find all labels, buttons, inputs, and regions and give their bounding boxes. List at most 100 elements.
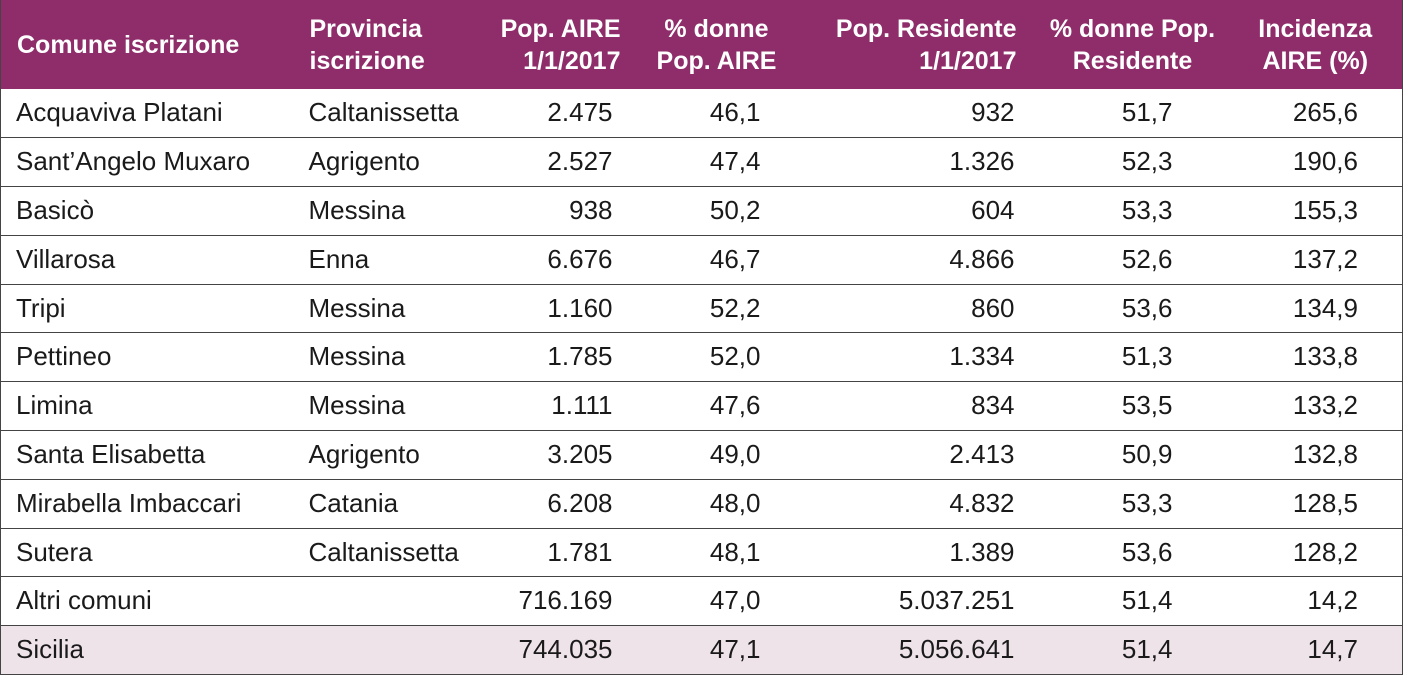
cell-provincia: [293, 625, 487, 675]
cell-pop-aire: 1.785: [486, 332, 633, 382]
cell-donne-residente: 51,7: [1121, 97, 1173, 127]
cell-pop-aire: 744.035: [486, 625, 633, 675]
header-pop-aire: Pop. AIRE 1/1/2017: [486, 0, 633, 89]
cell-donne-residente: 51,3: [1036, 332, 1229, 382]
cell-donne-residente: 53,6: [1036, 283, 1229, 333]
cell-provincia: Messina: [293, 381, 487, 431]
cell-incidenza: 133,2: [1228, 381, 1403, 431]
cell-pop-aire: 2.475: [547, 97, 613, 127]
cell-comune: Sicilia: [0, 625, 294, 675]
header-row: Comune iscrizione Provincia iscrizione Po…: [0, 0, 1403, 89]
cell-incidenza: 133,8: [1228, 332, 1403, 382]
cell-donne-aire: 49,0: [632, 430, 801, 480]
table-header: Comune iscrizione Provincia iscrizione Po…: [0, 0, 1403, 89]
table-row: Mirabella Imbaccari Catania 6.208 48,0 4.832…: [0, 478, 1403, 529]
header-incidenza: Incidenza AIRE (%): [1228, 0, 1403, 89]
cell-comune: Sutera: [0, 527, 294, 577]
cell-pop-aire: 3.205: [486, 430, 633, 480]
cell-donne-aire: 47,1: [632, 625, 801, 675]
cell-donne-residente: 51,4: [1036, 625, 1229, 675]
cell-provincia: Agrigento: [293, 430, 487, 480]
cell-comune: Mirabella Imbaccari: [0, 478, 294, 529]
cell-pop-aire: 6.208: [486, 478, 633, 529]
header-donne-residente: % donne Pop. Residente: [1036, 0, 1229, 89]
cell-donne-aire: 48,1: [632, 527, 801, 577]
cell-pop-aire: 1.111: [486, 381, 633, 431]
cell-donne-aire: 50,2: [632, 186, 801, 236]
table-row: Sutera Caltanissetta 1.781 48,1 1.389 53,6 128…: [0, 527, 1403, 577]
cell-pop-residente: 5.037.251: [800, 576, 1037, 626]
table-row-total: Sicilia 744.035 47,1 5.056.641 51,4 14,7: [0, 625, 1403, 675]
cell-donne-residente: 53,3: [1036, 186, 1229, 236]
cell-provincia: Caltanissetta: [293, 527, 487, 577]
cell-pop-residente: 5.056.641: [800, 625, 1037, 675]
cell-donne-residente: 52,6: [1036, 234, 1229, 285]
cell-comune: Tripi: [0, 283, 294, 333]
cell-incidenza: 137,2: [1228, 234, 1403, 285]
cell-pop-residente: 860: [800, 283, 1037, 333]
cell-donne-aire: 52,0: [632, 332, 801, 382]
cell-pop-residente: 604: [800, 186, 1037, 236]
cell-incidenza: 128,5: [1228, 478, 1403, 529]
header-comune: Comune iscrizione: [0, 0, 294, 89]
cell-donne-residente: 52,3: [1036, 137, 1229, 187]
cell-provincia: [293, 576, 487, 626]
cell-donne-aire: 46,7: [632, 234, 801, 285]
table-row: Basicò Messina 938 50,2 604 53,3 155,3: [0, 186, 1403, 236]
cell-pop-residente: 2.413: [800, 430, 1037, 480]
cell-pop-aire: 938: [486, 186, 633, 236]
table-row: Villarosa Enna 6.676 46,7 4.866 52,6 137,2: [0, 234, 1403, 285]
cell-pop-residente: 4.866: [800, 234, 1037, 285]
cell-incidenza: 190,6: [1228, 137, 1403, 187]
table-row: Tripi Messina 1.160 52,2 860 53,6 134,9: [0, 283, 1403, 333]
cell-comune: Villarosa: [0, 234, 294, 285]
cell-comune: Acquaviva Platani: [16, 97, 223, 127]
cell-incidenza: 132,8: [1228, 430, 1403, 480]
header-pop-residente: Pop. Residente 1/1/2017: [800, 0, 1037, 89]
cell-comune: Basicò: [0, 186, 294, 236]
table-row: Acquaviva Platani Caltanissetta 2.475 46,1 9…: [1, 89, 1403, 138]
cell-pop-aire: 1.160: [486, 283, 633, 333]
cell-donne-residente: 53,5: [1036, 381, 1229, 431]
cell-donne-residente: 53,6: [1036, 527, 1229, 577]
cell-pop-aire: 6.676: [486, 234, 633, 285]
table-row: Limina Messina 1.111 47,6 834 53,5 133,2: [0, 381, 1403, 431]
cell-provincia: Agrigento: [293, 137, 487, 187]
table-body: Acquaviva Platani Caltanissetta 2.475 46,1 9…: [0, 89, 1403, 675]
cell-comune: Pettineo: [0, 332, 294, 382]
cell-donne-aire: 47,4: [632, 137, 801, 187]
cell-pop-aire: 1.781: [486, 527, 633, 577]
cell-pop-residente: 4.832: [800, 478, 1037, 529]
cell-donne-aire: 46,1: [709, 97, 761, 127]
cell-pop-aire: 716.169: [486, 576, 633, 626]
header-donne-aire: % donne Pop. AIRE: [632, 0, 801, 89]
cell-incidenza: 128,2: [1228, 527, 1403, 577]
cell-incidenza: 265,6: [1292, 97, 1358, 127]
cell-incidenza: 155,3: [1228, 186, 1403, 236]
cell-provincia: Enna: [293, 234, 487, 285]
cell-incidenza: 134,9: [1228, 283, 1403, 333]
cell-donne-aire: 47,0: [632, 576, 801, 626]
cell-donne-aire: 52,2: [632, 283, 801, 333]
table-row: Santa Elisabetta Agrigento 3.205 49,0 2.413 5…: [0, 430, 1403, 480]
cell-incidenza: 14,7: [1228, 625, 1403, 675]
cell-provincia: Catania: [293, 478, 487, 529]
cell-comune: Limina: [0, 381, 294, 431]
cell-comune: Santa Elisabetta: [0, 430, 294, 480]
cell-comune: Sant’Angelo Muxaro: [0, 137, 294, 187]
cell-donne-aire: 48,0: [632, 478, 801, 529]
cell-pop-residente: 1.326: [800, 137, 1037, 187]
cell-pop-residente: 932: [971, 97, 1015, 127]
cell-donne-residente: 50,9: [1036, 430, 1229, 480]
cell-provincia: Caltanissetta: [308, 97, 459, 127]
cell-provincia: Messina: [293, 186, 487, 236]
cell-pop-aire: 2.527: [486, 137, 633, 187]
table-row: Sant’Angelo Muxaro Agrigento 2.527 47,4 1.32…: [0, 137, 1403, 187]
cell-donne-residente: 51,4: [1036, 576, 1229, 626]
cell-provincia: Messina: [293, 332, 487, 382]
header-provincia: Provincia iscrizione: [293, 0, 487, 89]
table-row: Pettineo Messina 1.785 52,0 1.334 51,3 133,8: [0, 332, 1403, 382]
table-row: Altri comuni 716.169 47,0 5.037.251 51,4 14,2: [0, 576, 1403, 626]
cell-donne-aire: 47,6: [632, 381, 801, 431]
